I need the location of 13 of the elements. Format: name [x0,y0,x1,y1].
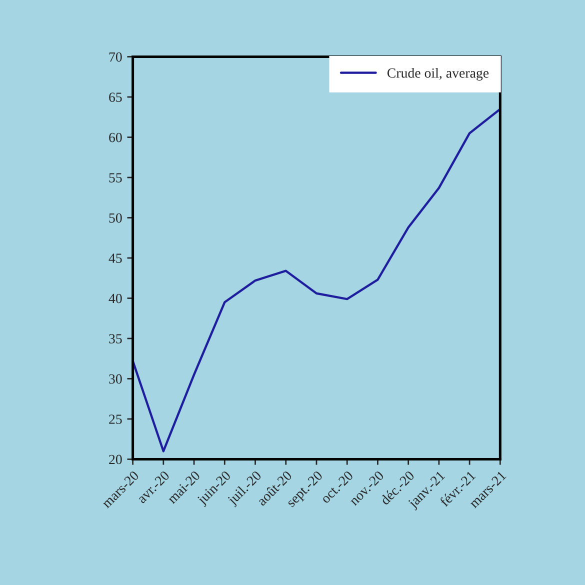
y-tick-label: 35 [109,334,122,344]
y-tick-label: 65 [109,92,122,102]
y-tick-label: 40 [108,294,122,304]
y-tick-label: 20 [109,454,122,464]
y-tick-label: 30 [109,374,122,384]
y-tick-label: 50 [109,213,122,223]
y-tick-label: 60 [109,132,122,142]
y-tick-label: 45 [108,254,122,263]
legend-label: Crude oil, average [387,68,489,81]
y-tick-label: 25 [109,414,122,424]
y-tick-label: 70 [109,52,122,62]
y-tick-label: 55 [109,173,122,182]
line-series [132,108,500,452]
